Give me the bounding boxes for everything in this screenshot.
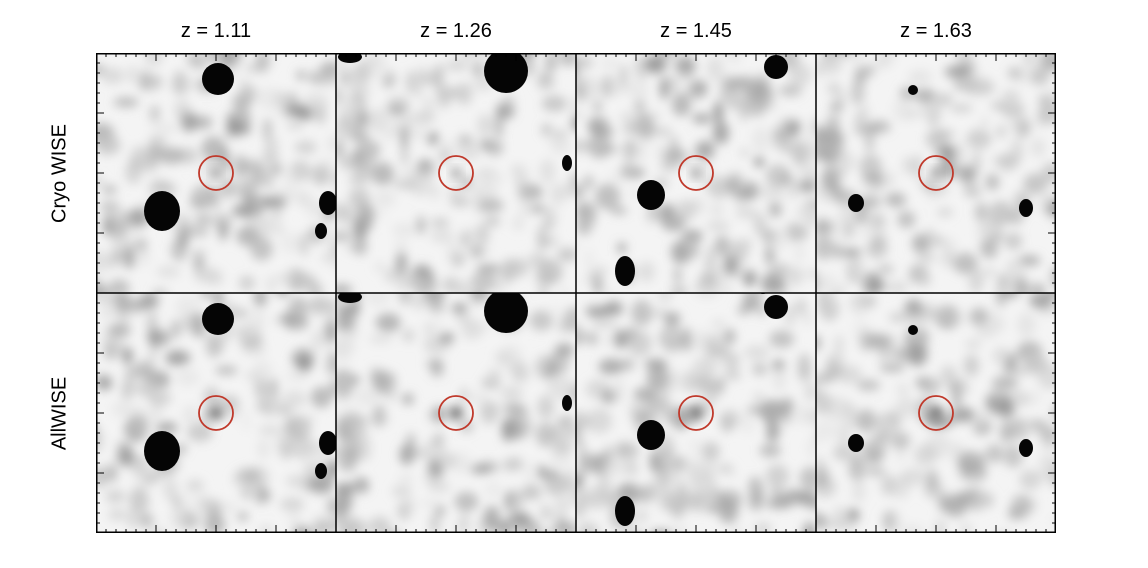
- bright-source: [315, 223, 327, 239]
- cutout-panel-r2-c1: [96, 293, 336, 533]
- target-source: [931, 168, 941, 178]
- bright-source: [202, 303, 234, 335]
- target-source: [449, 406, 463, 420]
- cutout-panel-r1-c2: [336, 53, 576, 293]
- bright-source: [637, 420, 665, 450]
- bright-source: [848, 194, 864, 212]
- cutout-panel-r1-c4: [816, 53, 1056, 293]
- bright-source: [764, 55, 788, 79]
- bright-source: [908, 325, 918, 335]
- row-label-allwise: AllWISE: [48, 376, 71, 451]
- row-label-cryo-wise: Cryo WISE: [48, 124, 71, 223]
- bright-source: [1019, 439, 1033, 457]
- bright-source: [144, 191, 180, 231]
- bright-source: [848, 434, 864, 452]
- bright-source: [637, 180, 665, 210]
- bright-source: [562, 395, 572, 411]
- bright-source: [908, 85, 918, 95]
- bright-source: [202, 63, 234, 95]
- bright-source: [315, 463, 327, 479]
- target-source: [211, 168, 221, 178]
- column-title-3: z = 1.45: [660, 20, 732, 42]
- column-title-2: z = 1.26: [420, 20, 492, 42]
- bright-source: [764, 295, 788, 319]
- bright-source: [1019, 199, 1033, 217]
- column-title-1: z = 1.11: [180, 20, 252, 42]
- cutout-panel-r1-c1: [96, 53, 336, 293]
- cutout-panel-r2-c3: [576, 293, 816, 533]
- target-source: [929, 406, 943, 420]
- target-source: [451, 168, 461, 178]
- column-title-4: z = 1.63: [900, 20, 972, 42]
- target-source: [689, 406, 703, 420]
- cutout-grid: [96, 53, 1056, 533]
- cutout-panel-r1-c3: [576, 53, 816, 293]
- target-source: [209, 406, 223, 420]
- cutout-panel-r2-c2: [336, 293, 576, 533]
- bright-source: [615, 496, 635, 526]
- cutout-panel-r2-c4: [816, 293, 1056, 533]
- target-source: [691, 168, 701, 178]
- bright-source: [562, 155, 572, 171]
- bright-source: [615, 256, 635, 286]
- bright-source: [144, 431, 180, 471]
